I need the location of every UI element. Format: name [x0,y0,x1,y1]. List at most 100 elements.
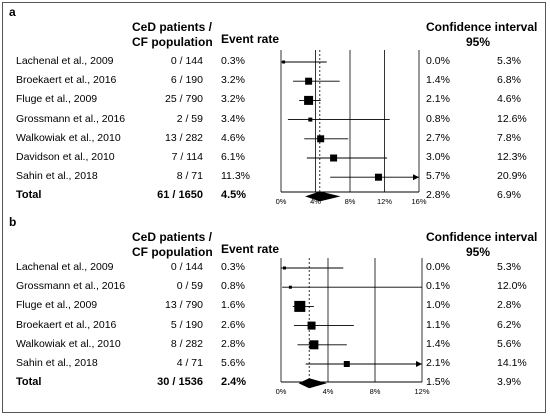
study-ci-high: 2.8% [497,299,521,312]
study-ci-low: 5.7% [426,170,450,183]
count-header-line1: CeD patients / [132,20,213,34]
total-label: Total [16,376,42,389]
rate-header: Event rate [221,242,280,256]
study-name: Sahin et al., 2018 [16,170,98,183]
x-tick-label: 0% [276,197,287,206]
study-ci-high: 12.6% [497,112,527,125]
study-ci-high: 12.3% [497,151,527,163]
study-rate: 4.6% [221,131,245,144]
figure-frame [2,2,546,413]
forest-plot-svg: 0% 4% 8% 12% 16% [276,50,427,206]
study-ci-low: 1.4% [426,337,450,350]
study-count: 13 / 282 [165,131,203,144]
point-estimate [288,285,292,289]
study-count: 8 / 71 [176,170,203,183]
study-rate: 5.6% [221,357,245,369]
count-header-line1: CeD patients / [132,230,213,244]
study-rate: 2.8% [221,337,245,350]
study-count: 25 / 790 [165,93,203,106]
study-name: Walkowiak et al., 2010 [16,337,121,350]
forest-plot-b: b CeD patients / CF population Event rate Co… [0,210,550,410]
study-name: Broekaert et al., 2016 [16,318,117,331]
study-ci-high: 6.8% [497,74,521,87]
study-count: 0 / 144 [170,261,203,273]
point-estimate [308,117,313,122]
study-ci-high: 5.6% [497,337,521,350]
point-estimate [283,266,287,270]
total-rate: 2.4% [221,376,247,389]
study-ci-low: 2.1% [426,357,450,369]
study-ci-high: 7.8% [497,131,521,144]
rate-header: Event rate [221,32,280,46]
study-ci-low: 0.1% [426,280,450,293]
ci-header-line2: 95% [466,245,491,259]
pooled-diamond [305,191,341,202]
study-count: 0 / 144 [170,55,203,67]
study-ci-high: 14.1% [497,357,527,369]
x-tick-label: 8% [345,197,356,206]
study-rate: 0.3% [221,55,245,67]
point-estimate [374,173,382,181]
study-ci-low: 2.1% [426,93,450,106]
forest-plot-svg: 0% 4% 8% 12% [276,258,430,396]
study-name: Fluge et al., 2009 [16,93,98,106]
study-ci-low: 1.0% [426,299,450,312]
ci-header-line1: Confidence interval [426,230,538,244]
count-header-line2: CF population [132,35,213,49]
study-ci-low: 1.1% [426,318,450,331]
point-estimate [343,361,350,367]
study-name: Lachenal et al., 2009 [16,261,114,273]
study-rate: 3.2% [221,74,245,87]
total-rate: 4.5% [221,189,247,202]
study-ci-high: 12.0% [497,280,527,293]
study-rate: 1.6% [221,299,245,312]
total-ci-high: 3.9% [497,376,521,389]
study-count: 0 / 59 [176,280,203,293]
total-ci-low: 2.8% [426,189,450,202]
study-rate: 0.8% [221,280,245,293]
study-ci-high: 4.6% [497,93,521,106]
point-estimate [309,340,319,350]
total-count: 61 / 1650 [157,189,203,202]
x-tick-label: 4% [310,197,321,206]
total-ci-low: 1.5% [426,376,450,389]
study-ci-low: 2.7% [426,131,450,144]
study-rate: 11.3% [221,170,250,183]
study-ci-high: 6.2% [497,318,521,331]
x-tick-label: 12% [377,197,392,206]
study-count: 6 / 190 [170,74,203,87]
study-name: Broekaert et al., 2016 [16,74,117,87]
study-name: Lachenal et al., 2009 [16,55,114,67]
ci-arrow [416,361,422,367]
study-ci-low: 3.0% [426,151,450,163]
study-ci-high: 20.9% [497,170,527,183]
total-label: Total [16,189,42,202]
point-estimate [307,321,316,330]
study-rate: 3.4% [221,112,245,125]
study-ci-low: 1.4% [426,74,450,87]
point-estimate [317,135,325,143]
x-tick-label: 4% [323,387,334,396]
x-tick-label: 0% [276,387,287,396]
total-count: 30 / 1536 [157,376,203,389]
x-tick-label: 12% [414,387,429,396]
study-rate: 3.2% [221,93,245,106]
study-ci-low: 0.0% [426,261,450,273]
study-name: Grossmann et al., 2016 [16,280,126,293]
study-ci-low: 0.0% [426,55,450,67]
point-estimate [305,77,313,85]
study-rate: 2.6% [221,318,245,331]
panel-label: a [9,5,16,19]
ci-header-line2: 95% [466,35,491,49]
study-name: Davidson et al., 2010 [16,151,115,163]
total-ci-high: 6.9% [497,189,521,202]
x-tick-label: 16% [411,197,426,206]
study-count: 4 / 71 [176,357,203,369]
study-count: 8 / 282 [170,337,203,350]
study-name: Walkowiak et al., 2010 [16,131,121,144]
study-count: 5 / 190 [170,318,203,331]
panel-label: b [9,215,17,229]
study-count: 13 / 790 [165,299,203,312]
point-estimate [282,60,286,64]
study-count: 7 / 114 [171,151,203,163]
